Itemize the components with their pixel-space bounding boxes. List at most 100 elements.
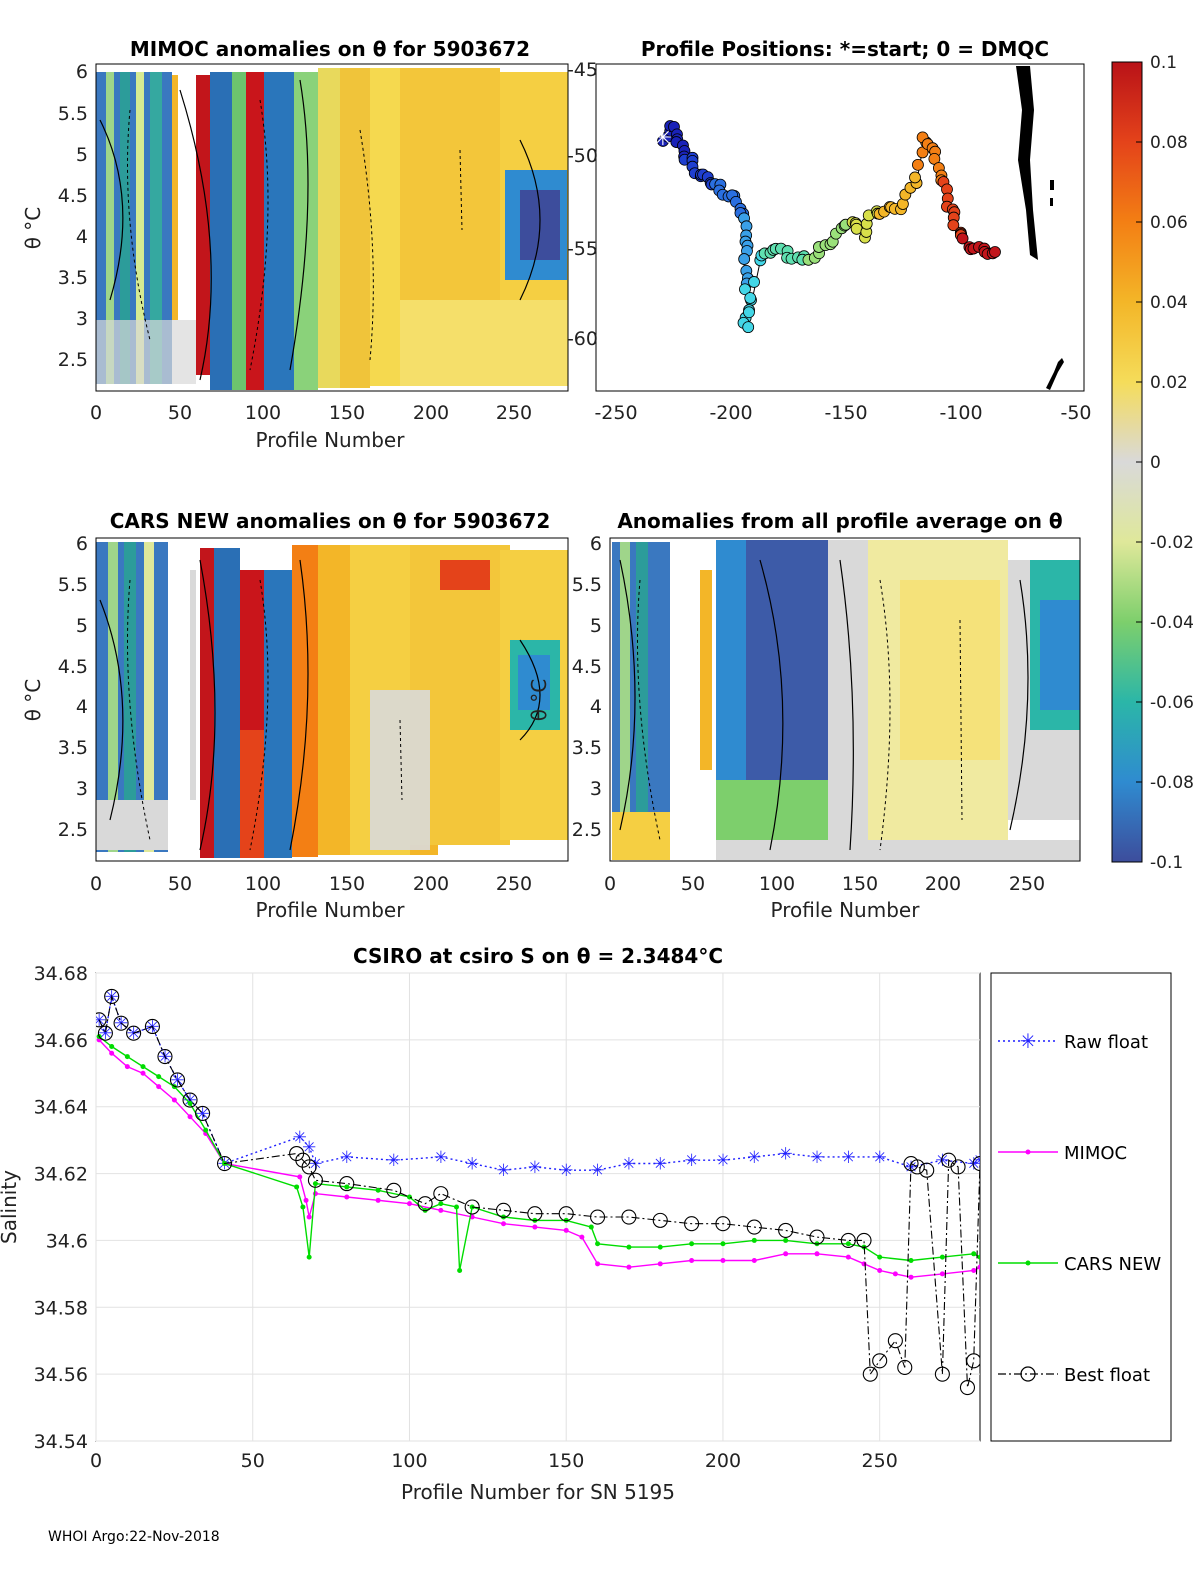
data-point — [809, 1229, 825, 1245]
allavg-xtick: 250 — [1009, 873, 1045, 895]
data-point — [140, 1064, 146, 1070]
salinity-xtick: 50 — [241, 1450, 265, 1472]
mimoc-ylabel: θ °C — [21, 207, 45, 250]
mimoc-xtick: 50 — [168, 402, 192, 424]
data-point — [187, 1114, 193, 1120]
positions-xtick: -150 — [824, 402, 867, 424]
salinity-xtick: 200 — [705, 1450, 741, 1472]
mimoc-ytick: 6 — [76, 61, 88, 83]
data-point — [778, 1222, 794, 1238]
legend-raw: ✳ Raw float — [998, 1029, 1148, 1053]
data-point — [909, 1159, 925, 1175]
allavg-ytick: 5.5 — [572, 574, 602, 596]
salinity-panel: CSIRO at csiro S on θ = 2.3484°C ✳✳✳✳✳ ✳✳… — [0, 944, 1172, 1504]
legend-label: CARS NEW — [1064, 1254, 1161, 1275]
mimoc-heatmap — [96, 64, 568, 391]
salinity-xtick: 150 — [548, 1450, 584, 1472]
data-point — [457, 1268, 463, 1274]
data-point — [216, 1155, 233, 1172]
colorbar: 0.1 0.08 0.06 0.04 0.02 0 -0.02 -0.04 -0.06 -0.08… — [1111, 53, 1194, 873]
data-point — [840, 1232, 856, 1248]
legend-label: MIMOC — [1064, 1143, 1127, 1164]
data-point: ✳ — [559, 1161, 573, 1181]
data-point — [307, 1172, 323, 1188]
data-point — [783, 1237, 789, 1243]
data-point — [124, 1054, 130, 1060]
mimoc-xtick: 200 — [413, 402, 449, 424]
data-point — [684, 1216, 700, 1232]
legend-best: Best float — [998, 1365, 1150, 1386]
data-point — [972, 1155, 980, 1172]
data-point — [406, 1194, 412, 1200]
data-point — [433, 1186, 449, 1202]
data-point — [96, 1012, 107, 1028]
legend-mimoc: MIMOC — [998, 1143, 1127, 1164]
data-point: ✳ — [973, 1151, 987, 1171]
data-point — [626, 1264, 632, 1270]
profile-position-marker — [744, 292, 757, 304]
allavg-ytick: 6 — [590, 533, 602, 555]
positions-ytick: -60 — [567, 328, 598, 350]
series-cars-new — [96, 1034, 980, 1274]
data-point — [97, 1025, 113, 1041]
mimoc-ytick: 3.5 — [58, 267, 88, 289]
profile-position-marker — [743, 306, 755, 319]
data-point — [856, 1232, 872, 1248]
cars-ytick: 3.5 — [58, 737, 88, 759]
colorbar-ticks: 0.1 0.08 0.06 0.04 0.02 0 -0.02 -0.04 -0.06 -0.08… — [1136, 53, 1194, 873]
data-point: ✳ — [622, 1155, 636, 1175]
cars-heatmap — [96, 538, 568, 861]
profile-position-marker — [739, 283, 751, 296]
data-point — [939, 1271, 945, 1277]
positions-xtick: -200 — [709, 402, 752, 424]
cars-ytick: 5.5 — [58, 574, 88, 596]
salinity-ytick: 34.58 — [34, 1297, 88, 1319]
cars-ytick: 6 — [76, 533, 88, 555]
allavg-ytick: 4.5 — [572, 656, 602, 678]
allavg-panel: Anomalies from all profile average on θ … — [527, 509, 1081, 922]
data-point: ✳ — [779, 1145, 793, 1165]
data-point — [877, 1254, 883, 1260]
data-point — [294, 1184, 300, 1190]
data-point — [195, 1105, 211, 1121]
allavg-ylabel: θ °C — [527, 679, 551, 722]
data-point — [109, 1044, 115, 1050]
allavg-heatmap — [610, 538, 1080, 861]
colorbar-tick-label: 0.08 — [1150, 133, 1188, 153]
allavg-xtick: 100 — [759, 873, 795, 895]
data-point — [715, 1216, 731, 1232]
data-point: ✳ — [465, 1155, 479, 1175]
data-point — [966, 1353, 980, 1369]
data-point — [845, 1241, 851, 1247]
positions-panel: Profile Positions: *=start; 0 = DMQC ✳ -… — [567, 37, 1092, 424]
data-point — [919, 1162, 935, 1178]
mimoc-title: MIMOC anomalies on θ for 5903672 — [130, 37, 530, 61]
data-point: ✳ — [302, 1138, 316, 1158]
data-point — [464, 1199, 480, 1215]
salinity-xlabel: Profile Number for SN 5195 — [401, 1480, 675, 1504]
data-point — [959, 1379, 976, 1396]
salinity-ytick: 34.66 — [34, 1030, 88, 1052]
data-point — [892, 1271, 898, 1277]
colorbar-tick-label: 0.02 — [1150, 373, 1188, 393]
data-point: ✳ — [716, 1151, 730, 1171]
data-point — [595, 1261, 601, 1267]
cars-ytick: 4 — [76, 696, 88, 718]
data-point — [140, 1070, 146, 1076]
data-point — [386, 1182, 402, 1198]
cars-xtick: 150 — [329, 873, 365, 895]
salinity-xtick: 250 — [862, 1450, 898, 1472]
mimoc-ytick: 2.5 — [58, 349, 88, 371]
cars-panel: CARS NEW anomalies on θ for 5903672 — [21, 509, 569, 922]
mimoc-ytick: 4.5 — [58, 185, 88, 207]
colorbar-tick-label: -0.08 — [1150, 773, 1194, 793]
profile-position-marker — [912, 158, 924, 171]
data-point — [579, 1234, 585, 1240]
data-point — [746, 1219, 762, 1235]
mimoc-ytick: 4 — [76, 226, 88, 248]
allavg-xtick: 50 — [681, 873, 705, 895]
data-point — [306, 1254, 312, 1260]
salinity-xticks: 0 50 100 150 200 250 — [90, 1450, 898, 1472]
data-point: ✳ — [810, 1148, 824, 1168]
positions-xtick: -100 — [939, 402, 982, 424]
